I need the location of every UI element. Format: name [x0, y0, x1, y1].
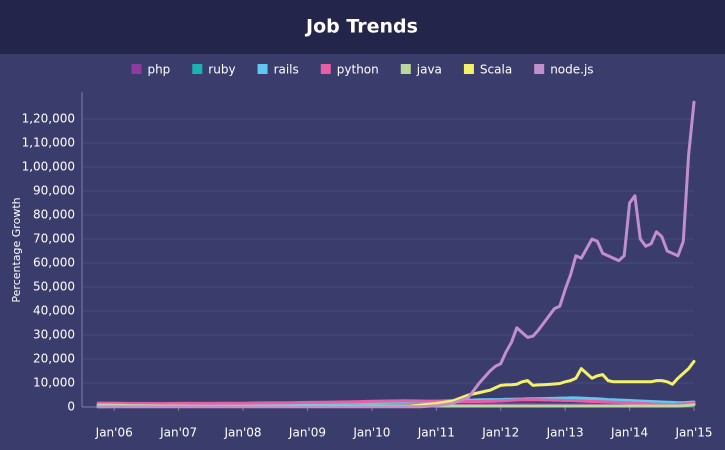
y-tick-label: 0 [67, 400, 75, 414]
y-tick-label: 40,000 [33, 304, 75, 318]
x-tick-label: Jan'10 [352, 426, 390, 440]
x-tick-label: Jan'15 [674, 426, 712, 440]
y-tick-label: 1,10,000 [22, 136, 75, 150]
y-tick-label: 60,000 [33, 256, 75, 270]
y-tick-label: 1,20,000 [22, 112, 75, 126]
title-bar [0, 0, 725, 54]
x-tick-label: Jan'14 [610, 426, 648, 440]
y-tick-label: 70,000 [33, 232, 75, 246]
legend-swatch [320, 64, 331, 74]
legend-label: java [416, 63, 442, 77]
legend-label: node.js [550, 63, 593, 77]
y-tick-label: 90,000 [33, 184, 75, 198]
legend-swatch [131, 64, 142, 74]
legend-label: php [147, 63, 170, 77]
legend-label: rails [274, 63, 299, 77]
y-tick-label: 30,000 [33, 328, 75, 342]
series-line [96, 398, 696, 407]
series-line [96, 100, 696, 409]
y-tick-label: 1,00,000 [22, 160, 75, 174]
x-tick-label: Jan'11 [417, 426, 455, 440]
legend-swatch [192, 64, 203, 74]
x-tick-label: Jan'12 [481, 426, 519, 440]
y-tick-label: 10,000 [33, 376, 75, 390]
y-tick-label: 20,000 [33, 352, 75, 366]
x-tick-label: Jan'09 [288, 426, 326, 440]
y-tick-label: 50,000 [33, 280, 75, 294]
x-tick-label: Jan'08 [224, 426, 262, 440]
x-tick-label: Jan'13 [546, 426, 584, 440]
x-tick-label: Jan'06 [95, 426, 133, 440]
legend-swatch [400, 64, 411, 74]
legend-swatch [257, 64, 268, 74]
legend-swatch [534, 64, 545, 74]
y-axis-label: Percentage Growth [10, 197, 23, 302]
legend-label: python [337, 63, 379, 77]
legend-label: ruby [208, 63, 235, 77]
chart-title: Job Trends [304, 16, 418, 38]
legend-swatch [463, 64, 474, 74]
y-tick-label: 80,000 [33, 208, 75, 222]
x-tick-label: Jan'07 [159, 426, 197, 440]
legend-label: Scala [480, 63, 512, 77]
